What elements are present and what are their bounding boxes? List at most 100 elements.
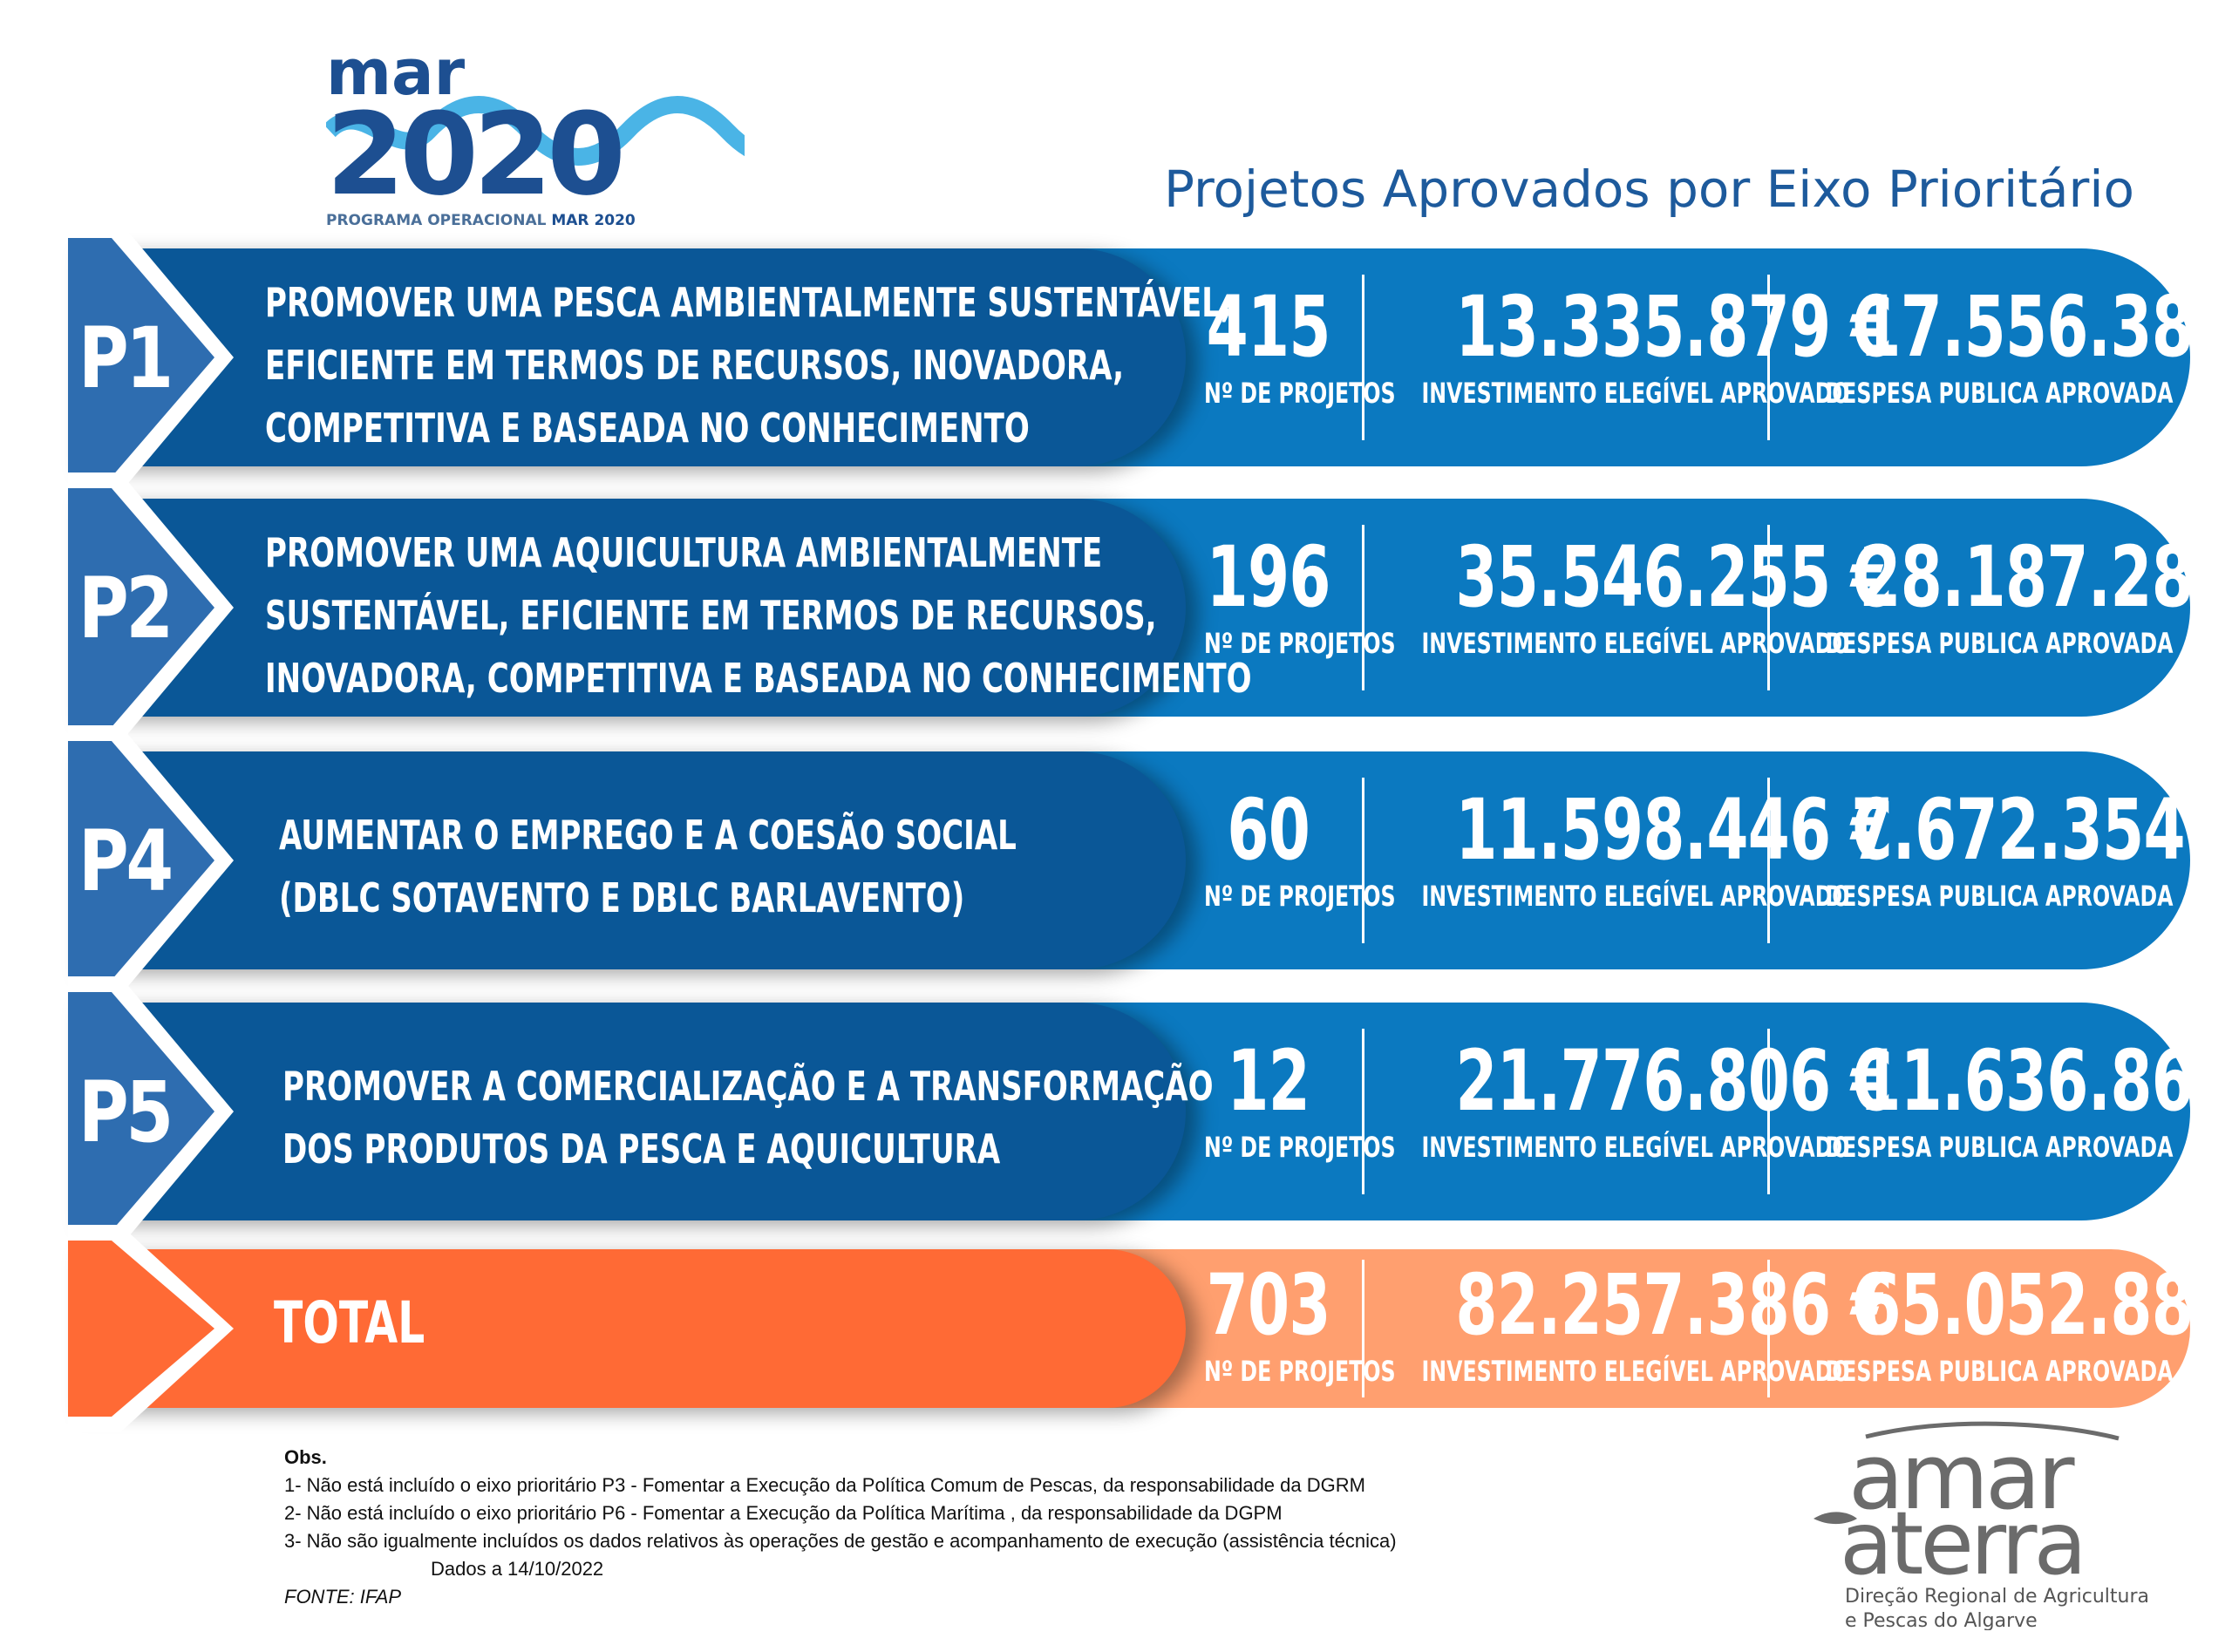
row-p1-desc-line-2: EFICIENTE EM TERMOS DE RECURSOS, INOVADO… — [265, 342, 1125, 389]
row-p1-investment-value: 13.335.879 € — [1455, 278, 1893, 376]
row-p4-expense-value: 7.672.354 € — [1851, 781, 2232, 879]
row-p2-desc-line-2: SUSTENTÁVEL, EFICIENTE EM TERMOS DE RECU… — [265, 592, 1157, 639]
notes: Obs. 1- Não está incluído o eixo priorit… — [284, 1444, 1397, 1611]
row-p1-expense-value: 17.556.384 € — [1859, 278, 2232, 376]
page-title: Projetos Aprovados por Eixo Prioritário — [1164, 160, 2134, 219]
row-p5-description-band — [70, 1003, 1186, 1220]
row-total-expense-label: DESPESA PUBLICA APROVADA — [1825, 1355, 2174, 1388]
row-p5-desc-line-2: DOS PRODUTOS DA PESCA E AQUICULTURA — [282, 1125, 1001, 1173]
row-p2-desc-line-1: PROMOVER UMA AQUICULTURA AMBIENTALMENTE — [265, 529, 1103, 576]
note-3: 3- Não são igualmente incluídos os dados… — [284, 1530, 1397, 1552]
row-p4-projects-value: 60 — [1227, 781, 1310, 879]
row-p1-expense-label: DESPESA PUBLICA APROVADA — [1825, 377, 2174, 410]
row-p5-chevron — [68, 976, 234, 1247]
row-total-divider-2 — [1767, 1260, 1770, 1397]
row-p1-code: P1 — [78, 309, 174, 407]
row-p4-stats-band — [1003, 751, 2190, 969]
row-p4-chevron — [68, 725, 234, 996]
notes-heading: Obs. — [284, 1446, 327, 1468]
row-p4-investment-label: INVESTIMENTO ELEGÍVEL APROVADO — [1421, 880, 1850, 913]
row-p2-code: P2 — [78, 560, 174, 657]
row-p4-description: AUMENTAR O EMPREGO E A COESÃO SOCIAL (DBL… — [279, 804, 1017, 929]
row-total-projects-value: 703 — [1206, 1256, 1331, 1354]
row-total-expense-value: 65.052.889 € — [1859, 1256, 2232, 1354]
note-2: 2- Não está incluído o eixo prioritário … — [284, 1502, 1283, 1524]
row-p5-divider-2 — [1767, 1029, 1770, 1194]
row-p4-investment-stat: 11.598.446 € INVESTIMENTO ELEGÍVEL APROV… — [1371, 786, 1893, 914]
row-p5-investment-value: 21.776.806 € — [1455, 1032, 1893, 1130]
row-p2-projects-value: 196 — [1206, 528, 1331, 626]
row-p4-expense-stat: 7.672.354 € DESPESA PUBLICA APROVADA — [1774, 786, 2232, 914]
row-total-investment-stat: 82.257.386 € INVESTIMENTO ELEGÍVEL APROV… — [1371, 1261, 1893, 1389]
logo-word-bottom: aterra — [1840, 1492, 2084, 1594]
row-p4-description-band — [70, 751, 1186, 969]
row-p2-expense-stat: 28.187.289 € DESPESA PUBLICA APROVADA — [1774, 534, 2232, 661]
row-p1-projects-label: Nº DE PROJETOS — [1204, 377, 1396, 410]
row-p5-stats-band — [1003, 1003, 2190, 1220]
data-source: FONTE: IFAP — [284, 1586, 402, 1608]
row-p2: P2 PROMOVER UMA AQUICULTURA AMBIENTALMEN… — [0, 472, 2232, 743]
row-total-investment-label: INVESTIMENTO ELEGÍVEL APROVADO — [1421, 1355, 1850, 1388]
row-p4: P4 AUMENTAR O EMPREGO E A COESÃO SOCIAL (… — [0, 725, 2232, 996]
row-p5-investment-stat: 21.776.806 € INVESTIMENTO ELEGÍVEL APROV… — [1371, 1037, 1893, 1165]
row-total-projects-label: Nº DE PROJETOS — [1204, 1355, 1396, 1388]
row-total-label: TOTAL — [274, 1289, 425, 1356]
row-p2-description: PROMOVER UMA AQUICULTURA AMBIENTALMENTE S… — [265, 521, 1252, 710]
row-p1-projects-value: 415 — [1206, 278, 1331, 376]
row-p2-desc-line-3: INOVADORA, COMPETITIVA E BASEADA NO CONH… — [265, 655, 1252, 702]
row-p1-stats-band — [1003, 248, 2190, 466]
row-p4-desc-line-1: AUMENTAR O EMPREGO E A COESÃO SOCIAL — [279, 812, 1017, 859]
logo-subtitle: PROGRAMA OPERACIONAL MAR 2020 — [326, 212, 636, 229]
row-p1-projects-stat: 415 Nº DE PROJETOS — [1181, 278, 1396, 411]
row-p4-projects-label: Nº DE PROJETOS — [1204, 880, 1396, 913]
row-total: TOTAL 703 Nº DE PROJETOS 82.257.386 € IN… — [0, 1225, 2232, 1432]
row-p4-investment-value: 11.598.446 € — [1455, 781, 1893, 879]
row-p1: P1 PROMOVER UMA PESCA AMBIENTALMENTE SUS… — [0, 222, 2232, 493]
row-p2-investment-stat: 35.546.255 € INVESTIMENTO ELEGÍVEL APROV… — [1371, 534, 1893, 661]
row-p5-code: P5 — [78, 1064, 174, 1161]
row-total-chevron — [68, 1225, 234, 1432]
row-p4-code: P4 — [78, 812, 174, 910]
row-p4-projects-stat: 60 Nº DE PROJETOS — [1181, 781, 1396, 914]
logo-word: mar — [326, 36, 466, 109]
row-p5-description: PROMOVER A COMERCIALIZAÇÃO E A TRANSFORM… — [282, 1055, 1214, 1180]
note-1: 1- Não está incluído o eixo prioritário … — [284, 1474, 1365, 1496]
amaraterra-logo: amar aterra Direção Regional de Agricult… — [1787, 1421, 2154, 1635]
row-p1-description-band — [70, 248, 1186, 466]
logo-line-2: e Pescas do Algarve — [1845, 1610, 2038, 1630]
row-p5-expense-label: DESPESA PUBLICA APROVADA — [1825, 1131, 2174, 1164]
row-p5-divider-1 — [1362, 1029, 1364, 1194]
row-p2-expense-value: 28.187.289 € — [1859, 528, 2232, 626]
row-p4-divider-2 — [1767, 778, 1770, 943]
logo-line-1: Direção Regional de Agricultura — [1845, 1586, 2149, 1608]
row-total-description-band — [70, 1249, 1186, 1408]
row-p1-chevron — [68, 222, 234, 493]
row-p2-projects-stat: 196 Nº DE PROJETOS — [1181, 528, 1396, 661]
row-p1-desc-line-3: COMPETITIVA E BASEADA NO CONHECIMENTO — [265, 405, 1030, 452]
row-p4-desc-line-2: (DBLC SOTAVENTO E DBLC BARLAVENTO) — [279, 874, 965, 921]
row-p2-divider-2 — [1767, 525, 1770, 690]
row-p4-expense-label: DESPESA PUBLICA APROVADA — [1825, 880, 2174, 913]
row-p2-description-band — [70, 499, 1186, 717]
logo-word-top: amar — [1848, 1424, 2075, 1530]
row-p4-divider-1 — [1362, 778, 1364, 943]
row-p5-projects-label: Nº DE PROJETOS — [1204, 1131, 1396, 1164]
row-p1-divider-1 — [1362, 275, 1364, 440]
row-p5: P5 PROMOVER A COMERCIALIZAÇÃO E A TRANSF… — [0, 976, 2232, 1247]
row-total-expense-stat: 65.052.889 € DESPESA PUBLICA APROVADA — [1774, 1261, 2232, 1389]
row-p5-expense-value: 11.636.862 € — [1859, 1032, 2232, 1130]
row-p2-divider-1 — [1362, 525, 1364, 690]
row-p2-investment-label: INVESTIMENTO ELEGÍVEL APROVADO — [1421, 627, 1850, 660]
row-p1-desc-line-1: PROMOVER UMA PESCA AMBIENTALMENTE SUSTEN… — [265, 279, 1232, 326]
row-total-projects-stat: 703 Nº DE PROJETOS — [1181, 1256, 1396, 1389]
row-total-divider-1 — [1362, 1260, 1364, 1397]
row-p2-investment-value: 35.546.255 € — [1455, 528, 1893, 626]
row-p1-investment-stat: 13.335.879 € INVESTIMENTO ELEGÍVEL APROV… — [1371, 283, 1893, 411]
row-p2-projects-label: Nº DE PROJETOS — [1204, 627, 1396, 660]
row-p1-divider-2 — [1767, 275, 1770, 440]
row-p5-investment-label: INVESTIMENTO ELEGÍVEL APROVADO — [1421, 1131, 1850, 1164]
row-p5-projects-value: 12 — [1227, 1032, 1310, 1130]
logo-year: 2020 — [326, 88, 621, 221]
row-p2-chevron — [68, 472, 234, 743]
row-total-investment-value: 82.257.386 € — [1455, 1256, 1893, 1354]
